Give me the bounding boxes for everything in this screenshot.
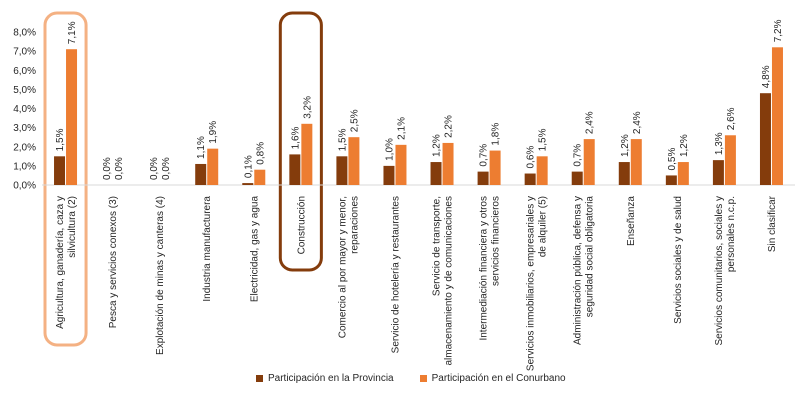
highlight-boxes (43, 11, 323, 347)
data-label: 2,2% (444, 115, 455, 138)
category-label: Comercio al por mayor y menor,reparacion… (337, 196, 360, 338)
data-label: 7,2% (773, 19, 784, 42)
data-label: 2,5% (349, 109, 360, 132)
legend: Participación en la Provincia Participac… (256, 370, 592, 386)
bar-provincia (289, 154, 301, 185)
category-label: Servicios comunitarios, sociales yperson… (714, 196, 737, 346)
y-tick-label: 1,0% (13, 161, 36, 172)
data-label: 0,0% (161, 157, 172, 180)
data-label: 0,0% (114, 157, 125, 180)
y-tick-label: 7,0% (13, 47, 36, 58)
data-label: 0,7% (479, 144, 490, 167)
bar-conurbano (254, 169, 266, 185)
category-label: Intermediación financiera y otrosservici… (479, 196, 502, 341)
data-label: 1,1% (196, 136, 207, 159)
bar-conurbano (630, 139, 642, 185)
data-label: 3,2% (302, 96, 313, 119)
bar-provincia (54, 156, 66, 185)
category-label: Electricidad, gas y agua (249, 196, 260, 303)
y-tick-label: 5,0% (13, 85, 36, 96)
category-label: Agricultura, ganadería, caza ysilvicultu… (55, 196, 78, 329)
bar-provincia (430, 162, 442, 185)
category-label: Servicios sociales y de salud (673, 196, 684, 324)
y-tick-label: 2,0% (13, 142, 36, 153)
data-label: 1,2% (620, 134, 631, 157)
bar-conurbano (677, 162, 689, 185)
data-label: 2,4% (585, 111, 596, 134)
bar-conurbano (207, 148, 219, 185)
bar-conurbano (724, 135, 736, 185)
category-label: Administración pública, defensa ysegurid… (573, 196, 596, 345)
highlight-box (43, 11, 88, 347)
category-label: Sin clasificar (767, 195, 778, 252)
legend-label-provincia: Participación en la Provincia (268, 372, 394, 384)
data-labels: 1,5%0,0% 0,0%1,1%0,1%1,6% 1,5% 1,0% 1,2% 0,7%… (55, 19, 784, 180)
data-label: 1,3% (714, 132, 725, 155)
category-label: Enseñanza (626, 196, 637, 246)
bar-provincia (571, 171, 583, 185)
data-label: 1,5% (538, 128, 549, 151)
bar-provincia (383, 165, 395, 185)
bar-conurbano (771, 47, 783, 185)
data-label: 1,2% (679, 134, 690, 157)
highlight-box (278, 11, 323, 272)
category-label: Industria manufacturera (202, 196, 213, 302)
data-label: 1,8% (491, 123, 502, 146)
category-label: Pesca y servicios conexos (3) (108, 196, 119, 328)
category-label: Servicio de transporte,almacenamiento y … (432, 196, 455, 366)
category-label: Explotación de minas y canteras (4) (155, 196, 166, 355)
bar-conurbano (536, 156, 548, 185)
bar-conurbano (395, 144, 407, 185)
legend-item-conurbano: Participación en el Conurbano (419, 372, 566, 384)
bar-provincia (477, 171, 489, 185)
category-label: Servicios inmobiliarios, empresariales y… (526, 196, 549, 371)
bar-conurbano (442, 142, 454, 185)
y-tick-label: 4,0% (13, 104, 36, 115)
bar-provincia (759, 93, 771, 185)
category-label: Servicio de hotelería y restaurantes (390, 196, 401, 353)
y-tick-label: 8,0% (13, 28, 36, 39)
y-tick-label: 3,0% (13, 123, 36, 134)
legend-item-provincia: Participación en la Provincia (256, 373, 394, 384)
data-label: 0,1% (243, 155, 254, 178)
bars (54, 47, 783, 186)
data-label: 0,6% (526, 146, 537, 169)
data-label: 0,0% (149, 157, 160, 180)
bar-provincia (195, 163, 207, 185)
bar-conurbano (66, 49, 78, 186)
data-label: 0,0% (102, 157, 113, 180)
bar-provincia (524, 173, 536, 185)
bar-provincia (336, 156, 348, 185)
legend-swatch-conurbano (419, 374, 427, 382)
y-tick-label: 0,0% (13, 181, 36, 192)
data-label: 4,8% (761, 65, 772, 88)
bar-provincia (618, 162, 630, 185)
legend-label-conurbano: Participación en el Conurbano (431, 372, 566, 384)
bar-provincia (712, 160, 724, 185)
bar-conurbano (348, 137, 360, 185)
data-label: 1,0% (384, 138, 395, 161)
bar-conurbano (301, 123, 313, 185)
data-label: 2,4% (632, 111, 643, 134)
data-label: 0,5% (667, 148, 678, 171)
data-label: 1,5% (55, 128, 66, 151)
category-label: Construcción (296, 196, 307, 254)
data-label: 1,6% (290, 126, 301, 149)
x-axis-category-labels: Agricultura, ganadería, caza ysilvicultu… (55, 195, 778, 371)
bar-conurbano (583, 139, 595, 185)
data-label: 0,7% (573, 144, 584, 167)
bar-provincia (242, 183, 254, 185)
legend-swatch-provincia (256, 374, 263, 382)
bar-provincia (665, 175, 677, 185)
data-label: 0,8% (255, 142, 266, 165)
data-label: 1,2% (432, 134, 443, 157)
data-label: 1,5% (337, 128, 348, 151)
bar-conurbano (489, 150, 501, 185)
y-tick-label: 6,0% (13, 66, 36, 77)
data-label: 2,6% (726, 107, 737, 130)
data-label: 7,1% (67, 21, 78, 44)
data-label: 2,1% (396, 117, 407, 140)
data-label: 1,9% (208, 121, 219, 144)
